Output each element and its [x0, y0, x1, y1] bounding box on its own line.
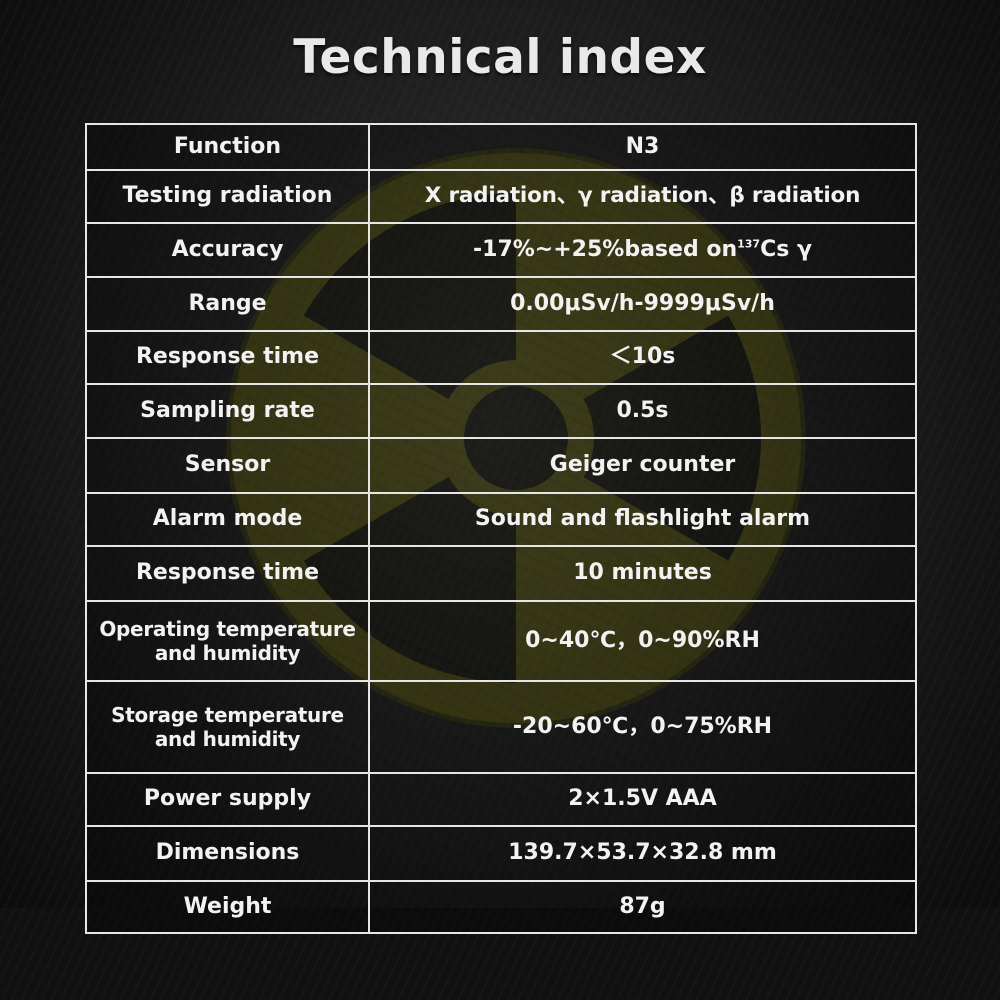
table-row: Storage temperature and humidity -20~60℃，…	[85, 680, 917, 774]
row-label: Sampling rate	[85, 383, 370, 439]
isotope-mass-number: 137	[737, 237, 761, 251]
row-label: Testing radiation	[85, 169, 370, 224]
header-function: Function	[85, 123, 370, 171]
row-value: 0.5s	[368, 383, 917, 439]
row-value: 10 minutes	[368, 545, 917, 602]
label-line-2: and humidity	[154, 727, 301, 751]
row-value: Geiger counter	[368, 437, 917, 494]
row-label: Sensor	[85, 437, 370, 494]
row-value: 139.7×53.7×32.8 mm	[368, 825, 917, 882]
row-label: Power supply	[85, 772, 370, 827]
accuracy-main: -17%~+25%based on	[473, 236, 738, 262]
page-title: Technical index	[293, 30, 707, 85]
spec-table: Function N3 Testing radiation X radiatio…	[85, 123, 917, 934]
row-value: ＜10s	[368, 330, 917, 385]
row-value: 0.00μSv/h-9999μSv/h	[368, 276, 917, 332]
row-label: Response time	[85, 545, 370, 602]
label-line-1: Operating temperature	[99, 616, 356, 641]
row-label: Response time	[85, 330, 370, 385]
table-row: Dimensions 139.7×53.7×32.8 mm	[85, 825, 917, 882]
row-value: X radiation、γ radiation、β radiation	[368, 169, 917, 224]
row-label: Range	[85, 276, 370, 332]
row-value: -20~60℃，0~75%RH	[368, 680, 917, 774]
label-line-2: and humidity	[154, 641, 301, 665]
table-row: Operating temperature and humidity 0~40℃，…	[85, 600, 917, 682]
row-value: 0~40℃，0~90%RH	[368, 600, 917, 682]
table-row: Range 0.00μSv/h-9999μSv/h	[85, 276, 917, 332]
accuracy-tail: Cs γ	[760, 236, 812, 262]
header-model: N3	[368, 123, 917, 171]
table-row: Sampling rate 0.5s	[85, 383, 917, 439]
row-value: 87g	[368, 880, 917, 934]
row-label: Alarm mode	[85, 492, 370, 547]
label-line-1: Storage temperature	[111, 702, 344, 727]
table-row: Response time ＜10s	[85, 330, 917, 385]
table-row: Alarm mode Sound and flashlight alarm	[85, 492, 917, 547]
row-label: Dimensions	[85, 825, 370, 882]
row-value: -17%~+25%based on137Cs γ	[368, 222, 917, 278]
table-row: Weight 87g	[85, 880, 917, 934]
row-value: 2×1.5V AAA	[368, 772, 917, 827]
row-label: Operating temperature and humidity	[85, 600, 370, 682]
row-label: Weight	[85, 880, 370, 934]
table-row: Response time 10 minutes	[85, 545, 917, 602]
row-label: Accuracy	[85, 222, 370, 278]
row-value: Sound and flashlight alarm	[368, 492, 917, 547]
table-row: Accuracy -17%~+25%based on137Cs γ	[85, 222, 917, 278]
row-label: Storage temperature and humidity	[85, 680, 370, 774]
table-row: Testing radiation X radiation、γ radiatio…	[85, 169, 917, 224]
table-row: Sensor Geiger counter	[85, 437, 917, 494]
table-row: Power supply 2×1.5V AAA	[85, 772, 917, 827]
table-header-row: Function N3	[85, 123, 917, 171]
